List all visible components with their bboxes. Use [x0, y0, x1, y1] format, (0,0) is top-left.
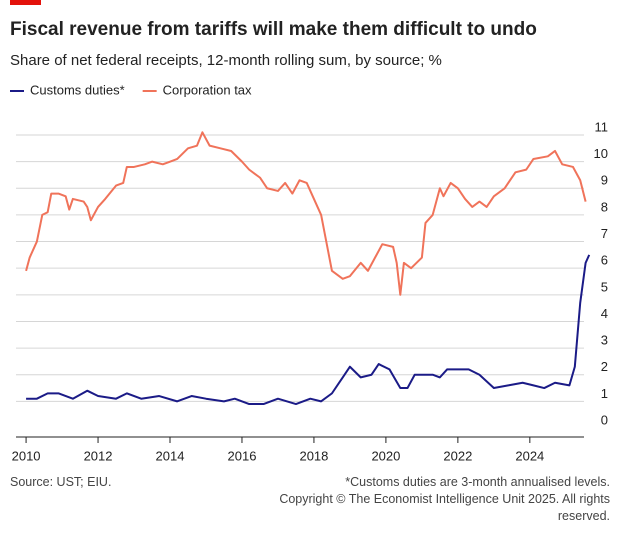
brand-bar — [10, 0, 41, 5]
source: Source: UST; EIU. — [10, 475, 112, 489]
x-tick-label: 2010 — [12, 448, 41, 463]
x-tick-label: 2016 — [228, 448, 257, 463]
series-line — [26, 254, 591, 406]
chart-title: Fiscal revenue from tariffs will make th… — [10, 19, 537, 40]
y-tick-label: 1 — [601, 386, 608, 401]
series-line — [25, 131, 587, 296]
notes: *Customs duties are 3-month annualised l… — [250, 474, 610, 525]
x-tick-label: 2012 — [84, 448, 113, 463]
y-tick-label: 8 — [601, 199, 608, 214]
y-tick-label: 10 — [594, 146, 608, 161]
footnote: *Customs duties are 3-month annualised l… — [345, 475, 610, 489]
y-tick-label: 3 — [601, 333, 608, 348]
copyright: Copyright © The Economist Intelligence U… — [279, 492, 610, 523]
x-tick-label: 2020 — [371, 448, 400, 463]
x-tick-label: 2018 — [299, 448, 328, 463]
y-tick-label: 6 — [601, 253, 608, 268]
x-tick-label: 2014 — [156, 448, 185, 463]
y-tick-label: 9 — [601, 173, 608, 188]
legend-label: Customs duties* — [30, 82, 125, 97]
y-tick-label: 2 — [601, 359, 608, 374]
y-tick-label: 0 — [601, 412, 608, 427]
x-tick-label: 2022 — [443, 448, 472, 463]
chart-subtitle: Share of net federal receipts, 12-month … — [10, 52, 442, 69]
y-tick-label: 11 — [595, 119, 609, 134]
legend-label: Corporation tax — [163, 82, 252, 97]
y-tick-label: 5 — [601, 279, 608, 294]
x-tick-label: 2024 — [515, 448, 544, 463]
y-tick-label: 7 — [601, 226, 608, 241]
y-tick-label: 4 — [601, 306, 608, 321]
